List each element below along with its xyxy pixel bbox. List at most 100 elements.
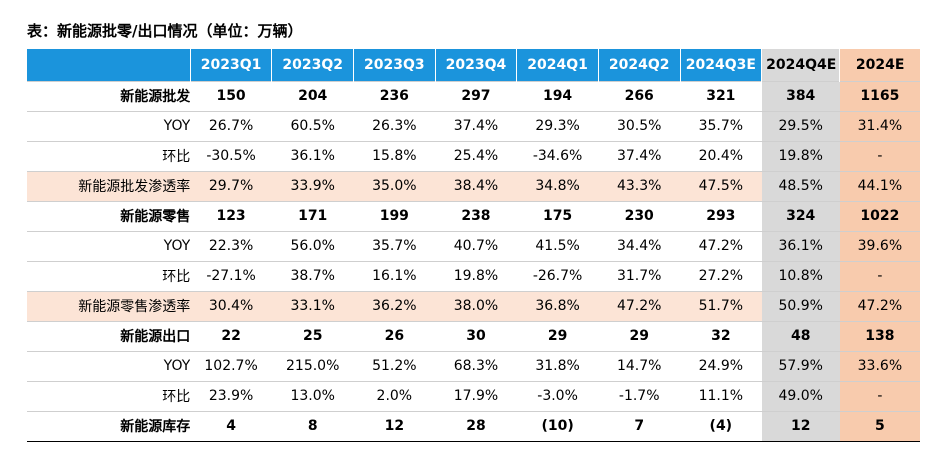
table-cell: 38.0%	[435, 290, 517, 321]
table-cell: 22.3%	[190, 230, 272, 261]
table-cell: 28	[435, 410, 517, 442]
table-cell: 12	[761, 410, 840, 442]
table-cell: 38.4%	[435, 170, 517, 201]
table-title: 表：新能源批零/出口情况（单位：万辆）	[27, 22, 303, 40]
table-cell: 12	[353, 410, 436, 442]
table-cell: 204	[271, 80, 354, 111]
table-row: 新能源批发 150 204 236 297 194 266 321 384 1165	[27, 80, 920, 111]
table-cell: (10)	[516, 410, 599, 442]
table-cell: 238	[435, 200, 517, 231]
table-cell: 27.2%	[680, 260, 762, 291]
table-row: 新能源出口 22 25 26 30 29 29 32 48 138	[27, 320, 920, 351]
header-blank-cell	[27, 49, 191, 81]
table-cell: 175	[516, 200, 599, 231]
table-cell: 37.4%	[598, 140, 681, 171]
table-cell: 23.9%	[190, 380, 272, 411]
table-cell: 31.4%	[839, 110, 920, 141]
table-cell: -1.7%	[598, 380, 681, 411]
table-cell: 123	[190, 200, 272, 231]
row-label: 新能源库存	[27, 410, 191, 442]
table-cell: 4	[190, 410, 272, 442]
table-cell: 33.1%	[271, 290, 354, 321]
row-label: YOY	[27, 230, 191, 261]
table-cell: 36.2%	[353, 290, 436, 321]
table-cell: 20.4%	[680, 140, 762, 171]
table-cell: 47.2%	[598, 290, 681, 321]
table-cell: 384	[761, 80, 840, 111]
table-cell: 321	[680, 80, 762, 111]
table-cell: 30.4%	[190, 290, 272, 321]
table-cell: 47.5%	[680, 170, 762, 201]
table-cell: 24.9%	[680, 350, 762, 381]
table-cell: 25.4%	[435, 140, 517, 171]
row-label: 新能源批发	[27, 80, 191, 111]
table-cell: 19.8%	[435, 260, 517, 291]
table-cell: -34.6%	[516, 140, 599, 171]
table-cell: 38.7%	[271, 260, 354, 291]
table-cell: 41.5%	[516, 230, 599, 261]
table-cell: 26	[353, 320, 436, 351]
table-cell: 297	[435, 80, 517, 111]
table-cell: 171	[271, 200, 354, 231]
table-row: 新能源库存 4 8 12 28 (10) 7 (4) 12 5	[27, 410, 920, 442]
table-cell: 5	[839, 410, 920, 442]
column-header: 2023Q2	[271, 49, 354, 81]
table-cell: 19.8%	[761, 140, 840, 171]
table-cell: 50.9%	[761, 290, 840, 321]
table-body: 新能源批发 150 204 236 297 194 266 321 384 1165 YOY 26.7…	[27, 80, 920, 442]
table-cell: 44.1%	[839, 170, 920, 201]
table-cell: 48.5%	[761, 170, 840, 201]
table-cell: 60.5%	[271, 110, 354, 141]
column-header: 2024Q2	[597, 49, 681, 81]
table-cell: 35.7%	[680, 110, 762, 141]
table-cell: 43.3%	[598, 170, 681, 201]
table-cell: 36.1%	[271, 140, 354, 171]
table-cell: 22	[190, 320, 272, 351]
table-cell: 29.3%	[516, 110, 599, 141]
table-cell: 33.6%	[839, 350, 920, 381]
table-cell: 56.0%	[271, 230, 354, 261]
table-row: 新能源零售渗透率 30.4% 33.1% 36.2% 38.0% 36.8% 47.2% 51…	[27, 290, 920, 321]
row-label: 环比	[27, 380, 191, 411]
table-cell: 29	[516, 320, 599, 351]
table-cell: 10.8%	[761, 260, 840, 291]
row-label: 新能源零售渗透率	[27, 290, 191, 321]
table-cell: 34.4%	[598, 230, 681, 261]
table-row: 环比 23.9% 13.0% 2.0% 17.9% -3.0% -1.7% 11.1% 49.0…	[27, 380, 920, 411]
table-cell: 236	[353, 80, 436, 111]
table-cell: -3.0%	[516, 380, 599, 411]
table-cell: 8	[271, 410, 354, 442]
table-row: 环比 -27.1% 38.7% 16.1% 19.8% -26.7% 31.7% 27.2% 1…	[27, 260, 920, 291]
row-label: YOY	[27, 350, 191, 381]
row-label: 环比	[27, 260, 191, 291]
column-header: 2024Q3E	[679, 49, 762, 81]
table-cell: 49.0%	[761, 380, 840, 411]
table-cell: 15.8%	[353, 140, 436, 171]
table-cell: 13.0%	[271, 380, 354, 411]
table-cell: 1022	[839, 200, 920, 231]
table-cell: 35.0%	[353, 170, 436, 201]
table-row: 环比 -30.5% 36.1% 15.8% 25.4% -34.6% 37.4% 20.4% 1…	[27, 140, 920, 171]
row-label: 新能源批发渗透率	[27, 170, 191, 201]
table-cell: 29	[598, 320, 681, 351]
table-cell: 36.8%	[516, 290, 599, 321]
table-cell: 1165	[839, 80, 920, 111]
table-cell: -	[839, 380, 920, 411]
column-header: 2023Q1	[189, 49, 272, 81]
table-cell: 30	[435, 320, 517, 351]
table-cell: 35.7%	[353, 230, 436, 261]
table-cell: 194	[516, 80, 599, 111]
table-cell: 14.7%	[598, 350, 681, 381]
row-label: 环比	[27, 140, 191, 171]
table-cell: 266	[598, 80, 681, 111]
table-row: YOY 22.3% 56.0% 35.7% 40.7% 41.5% 34.4% 47.2% 36…	[27, 230, 920, 261]
column-header: 2024Q1	[516, 49, 599, 81]
table-cell: 2.0%	[353, 380, 436, 411]
table-cell: 68.3%	[435, 350, 517, 381]
table-cell: -	[839, 260, 920, 291]
table-cell: -30.5%	[190, 140, 272, 171]
table-row: YOY 102.7% 215.0% 51.2% 68.3% 31.8% 14.7% 24.9%…	[27, 350, 920, 381]
table-cell: -27.1%	[190, 260, 272, 291]
table-cell: 30.5%	[598, 110, 681, 141]
table-cell: 34.8%	[516, 170, 599, 201]
